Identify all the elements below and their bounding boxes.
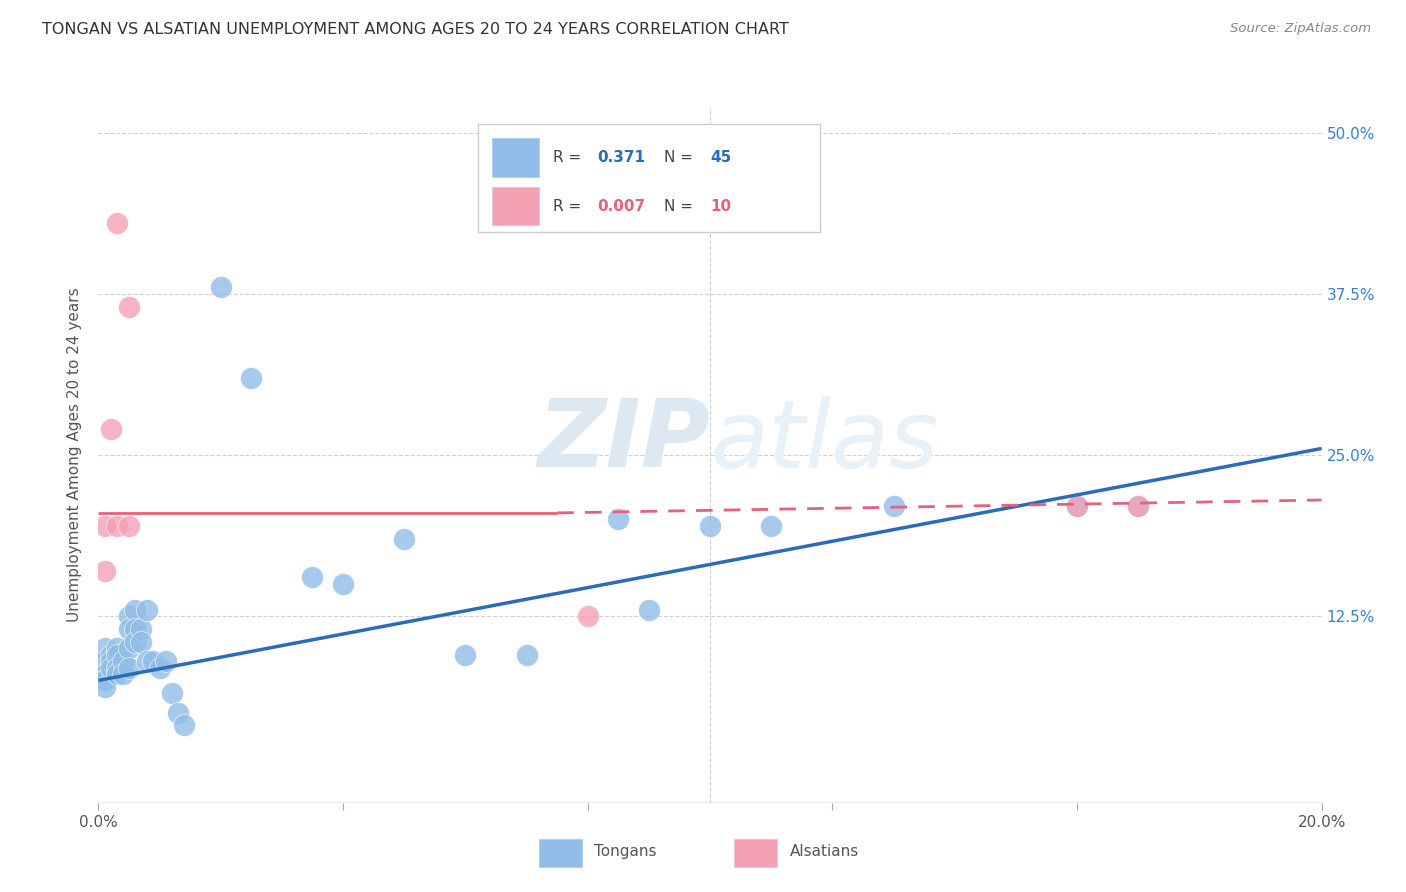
Point: [167, 706, 190, 720]
FancyBboxPatch shape: [734, 839, 778, 867]
Text: R =: R =: [554, 199, 586, 214]
Point: [118, 518, 141, 533]
Point: [576, 609, 599, 624]
Text: ZIP: ZIP: [537, 395, 710, 487]
Point: [105, 660, 128, 674]
Point: [93, 680, 115, 694]
Point: [883, 500, 905, 514]
FancyBboxPatch shape: [492, 187, 538, 226]
Point: [100, 654, 122, 668]
Text: N =: N =: [664, 150, 697, 165]
Point: [124, 634, 146, 648]
Point: [699, 518, 721, 533]
Point: [240, 370, 263, 384]
Point: [118, 300, 141, 314]
Text: Alsatians: Alsatians: [790, 844, 859, 859]
Point: [129, 622, 152, 636]
Y-axis label: Unemployment Among Ages 20 to 24 years: Unemployment Among Ages 20 to 24 years: [67, 287, 83, 623]
Point: [93, 673, 115, 688]
Point: [93, 654, 115, 668]
Point: [1066, 500, 1088, 514]
Point: [392, 532, 416, 546]
Point: [637, 602, 661, 616]
Point: [93, 641, 115, 656]
Text: atlas: atlas: [710, 395, 938, 486]
Point: [155, 654, 177, 668]
FancyBboxPatch shape: [478, 124, 820, 232]
Text: 45: 45: [710, 150, 731, 165]
Point: [105, 667, 128, 681]
Point: [149, 660, 172, 674]
Point: [173, 718, 195, 732]
Point: [124, 622, 146, 636]
Point: [1128, 500, 1150, 514]
Text: Source: ZipAtlas.com: Source: ZipAtlas.com: [1230, 22, 1371, 36]
Point: [516, 648, 538, 662]
Point: [160, 686, 183, 700]
Text: N =: N =: [664, 199, 697, 214]
Point: [118, 660, 141, 674]
Text: 10: 10: [710, 199, 731, 214]
Point: [1128, 500, 1150, 514]
Point: [607, 512, 630, 526]
Point: [105, 648, 128, 662]
Point: [332, 576, 354, 591]
Point: [100, 648, 122, 662]
Point: [105, 216, 128, 230]
Text: 0.371: 0.371: [598, 150, 645, 165]
Point: [100, 660, 122, 674]
Point: [118, 609, 141, 624]
Point: [454, 648, 477, 662]
Point: [93, 518, 115, 533]
Text: R =: R =: [554, 150, 586, 165]
Point: [118, 641, 141, 656]
Point: [142, 654, 165, 668]
Point: [759, 518, 782, 533]
Point: [129, 634, 152, 648]
Text: 0.007: 0.007: [598, 199, 645, 214]
Text: TONGAN VS ALSATIAN UNEMPLOYMENT AMONG AGES 20 TO 24 YEARS CORRELATION CHART: TONGAN VS ALSATIAN UNEMPLOYMENT AMONG AG…: [42, 22, 789, 37]
FancyBboxPatch shape: [492, 138, 538, 177]
Point: [93, 564, 115, 578]
Point: [105, 518, 128, 533]
Point: [111, 654, 134, 668]
Point: [118, 622, 141, 636]
Point: [301, 570, 323, 584]
Point: [124, 602, 146, 616]
Text: Tongans: Tongans: [593, 844, 657, 859]
Point: [136, 602, 159, 616]
Point: [111, 667, 134, 681]
Point: [136, 654, 159, 668]
Point: [209, 280, 232, 294]
Point: [105, 641, 128, 656]
Point: [93, 667, 115, 681]
Point: [1066, 500, 1088, 514]
FancyBboxPatch shape: [538, 839, 582, 867]
Point: [100, 422, 122, 436]
